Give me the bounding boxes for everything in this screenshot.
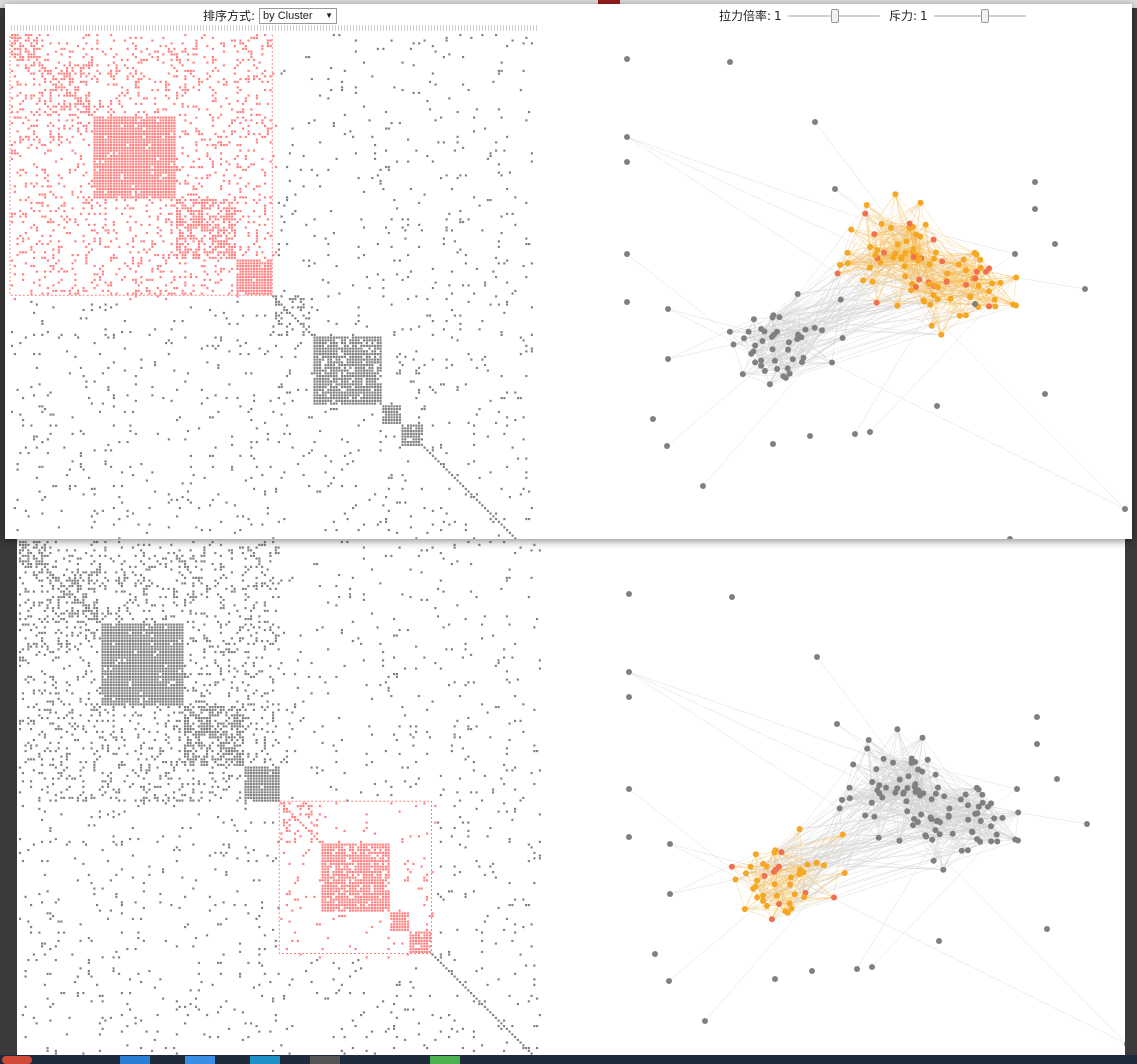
- pressure-slider[interactable]: [933, 8, 1026, 23]
- force-graph[interactable]: [565, 4, 1132, 539]
- adjacency-matrix[interactable]: [9, 34, 549, 539]
- taskbar-app-icon[interactable]: [185, 1056, 215, 1064]
- taskbar-app-icon[interactable]: [250, 1056, 280, 1064]
- sort-select-value: by Cluster: [263, 9, 313, 22]
- os-taskbar: [0, 1055, 1137, 1064]
- chrome-icon[interactable]: [2, 1056, 32, 1064]
- cluster-view-bottom: [17, 539, 1125, 1055]
- force-slider-thumb[interactable]: [830, 8, 839, 23]
- force-graph[interactable]: [567, 539, 1125, 1055]
- pressure-value: 1: [920, 8, 928, 23]
- force-slider[interactable]: [787, 8, 880, 23]
- control-bar: 排序方式: by Cluster ▼ 拉力倍率: 1 斥力: 1: [5, 4, 1132, 30]
- cluster-view-top: 排序方式: by Cluster ▼ 拉力倍率: 1 斥力: 1: [5, 4, 1132, 539]
- sort-control: 排序方式: by Cluster ▼: [203, 7, 338, 24]
- force-label: 拉力倍率:: [719, 9, 772, 23]
- pressure-slider-track: [933, 14, 1026, 17]
- graph-edges: [628, 656, 1125, 1044]
- matrix-cells: [19, 541, 541, 1055]
- adjacency-matrix[interactable]: [17, 541, 557, 1055]
- graph-nodes[interactable]: [624, 56, 1128, 539]
- taskbar-app-icon[interactable]: [120, 1056, 150, 1064]
- graph-nodes[interactable]: [626, 591, 1125, 1055]
- force-value: 1: [774, 8, 782, 23]
- taskbar-app-icon[interactable]: [430, 1056, 460, 1064]
- sort-select[interactable]: by Cluster ▼: [259, 7, 338, 24]
- highlighted-cluster-frame: [9, 34, 273, 296]
- force-control: 拉力倍率: 1: [719, 7, 880, 24]
- taskbar-app-icon[interactable]: [310, 1056, 340, 1064]
- pressure-label: 斥力:: [889, 9, 918, 23]
- pressure-slider-thumb[interactable]: [980, 8, 989, 23]
- highlighted-cluster-frame: [278, 800, 432, 954]
- chevron-down-icon: ▼: [325, 11, 334, 20]
- matrix-cells: [11, 34, 533, 539]
- pressure-control: 斥力: 1: [889, 7, 1026, 24]
- graph-edges: [626, 121, 1126, 510]
- matrix-column-labels: [11, 25, 539, 31]
- sort-label: 排序方式:: [203, 9, 256, 23]
